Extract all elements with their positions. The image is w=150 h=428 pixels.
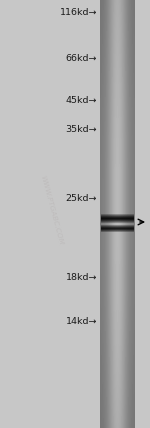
Text: 14kd→: 14kd→ [66,318,97,327]
Text: 18kd→: 18kd→ [66,273,97,282]
Text: 25kd→: 25kd→ [66,193,97,202]
Text: 66kd→: 66kd→ [66,54,97,62]
Text: 45kd→: 45kd→ [66,95,97,104]
Text: 35kd→: 35kd→ [65,125,97,134]
Text: WWW.PTGABC.COM: WWW.PTGABC.COM [40,175,64,246]
Text: 116kd→: 116kd→ [60,8,97,17]
